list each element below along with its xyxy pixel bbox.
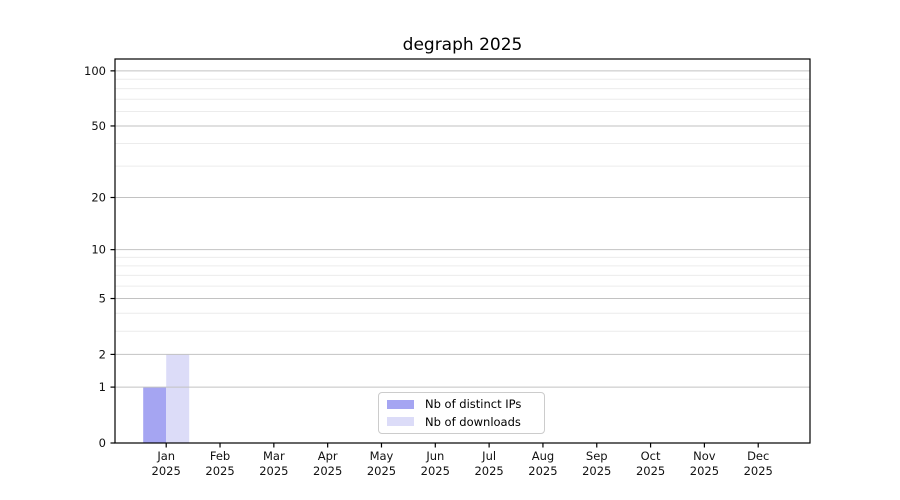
y-tick-label: 50 (91, 119, 106, 133)
x-tick-label-year: 2025 (528, 464, 557, 478)
x-tick-label-year: 2025 (474, 464, 503, 478)
x-tick-label-year: 2025 (152, 464, 181, 478)
x-tick-label-month: May (370, 449, 394, 463)
legend-label-downloads: Nb of downloads (425, 414, 521, 429)
y-tick-label: 20 (91, 191, 106, 205)
y-tick-label: 2 (99, 347, 106, 361)
legend-item-downloads: Nb of downloads (387, 415, 536, 430)
legend-item-distinct-ips: Nb of distinct IPs (387, 397, 536, 412)
x-tick-label-month: Sep (586, 449, 608, 463)
x-tick-label-year: 2025 (582, 464, 611, 478)
bar-downloads-jan (166, 354, 190, 443)
legend-label-distinct-ips: Nb of distinct IPs (425, 397, 522, 412)
x-tick-label-month: Jan (156, 449, 175, 463)
x-tick-label-month: Aug (532, 449, 554, 463)
x-tick-label-month: Oct (641, 449, 661, 463)
x-tick-label-year: 2025 (636, 464, 665, 478)
x-tick-label-month: Jun (425, 449, 444, 463)
x-tick-label-year: 2025 (690, 464, 719, 478)
y-tick-label: 10 (91, 243, 106, 257)
x-tick-label-month: Nov (693, 449, 716, 463)
x-tick-label-month: Feb (210, 449, 230, 463)
x-tick-label-year: 2025 (367, 464, 396, 478)
x-tick-label-year: 2025 (744, 464, 773, 478)
x-tick-label-month: Mar (263, 449, 285, 463)
x-tick-label-month: Jul (481, 449, 496, 463)
legend-swatch-downloads-icon (387, 417, 414, 427)
legend: Nb of distinct IPs Nb of downloads (378, 392, 545, 434)
x-tick-label-year: 2025 (259, 464, 288, 478)
legend-swatch-distinct-ips-icon (387, 399, 414, 409)
y-tick-label: 0 (99, 436, 106, 450)
bar-distinct-ips-jan (143, 387, 167, 443)
x-tick-label-year: 2025 (421, 464, 450, 478)
y-tick-label: 5 (99, 292, 106, 306)
chart-title: degraph 2025 (402, 35, 523, 55)
y-tick-label: 1 (99, 380, 106, 394)
x-tick-label-month: Apr (318, 449, 338, 463)
x-tick-label-year: 2025 (205, 464, 234, 478)
x-tick-label-year: 2025 (313, 464, 342, 478)
y-tick-label: 100 (84, 64, 106, 78)
x-tick-label-month: Dec (747, 449, 769, 463)
axes-frame (114, 58, 811, 444)
